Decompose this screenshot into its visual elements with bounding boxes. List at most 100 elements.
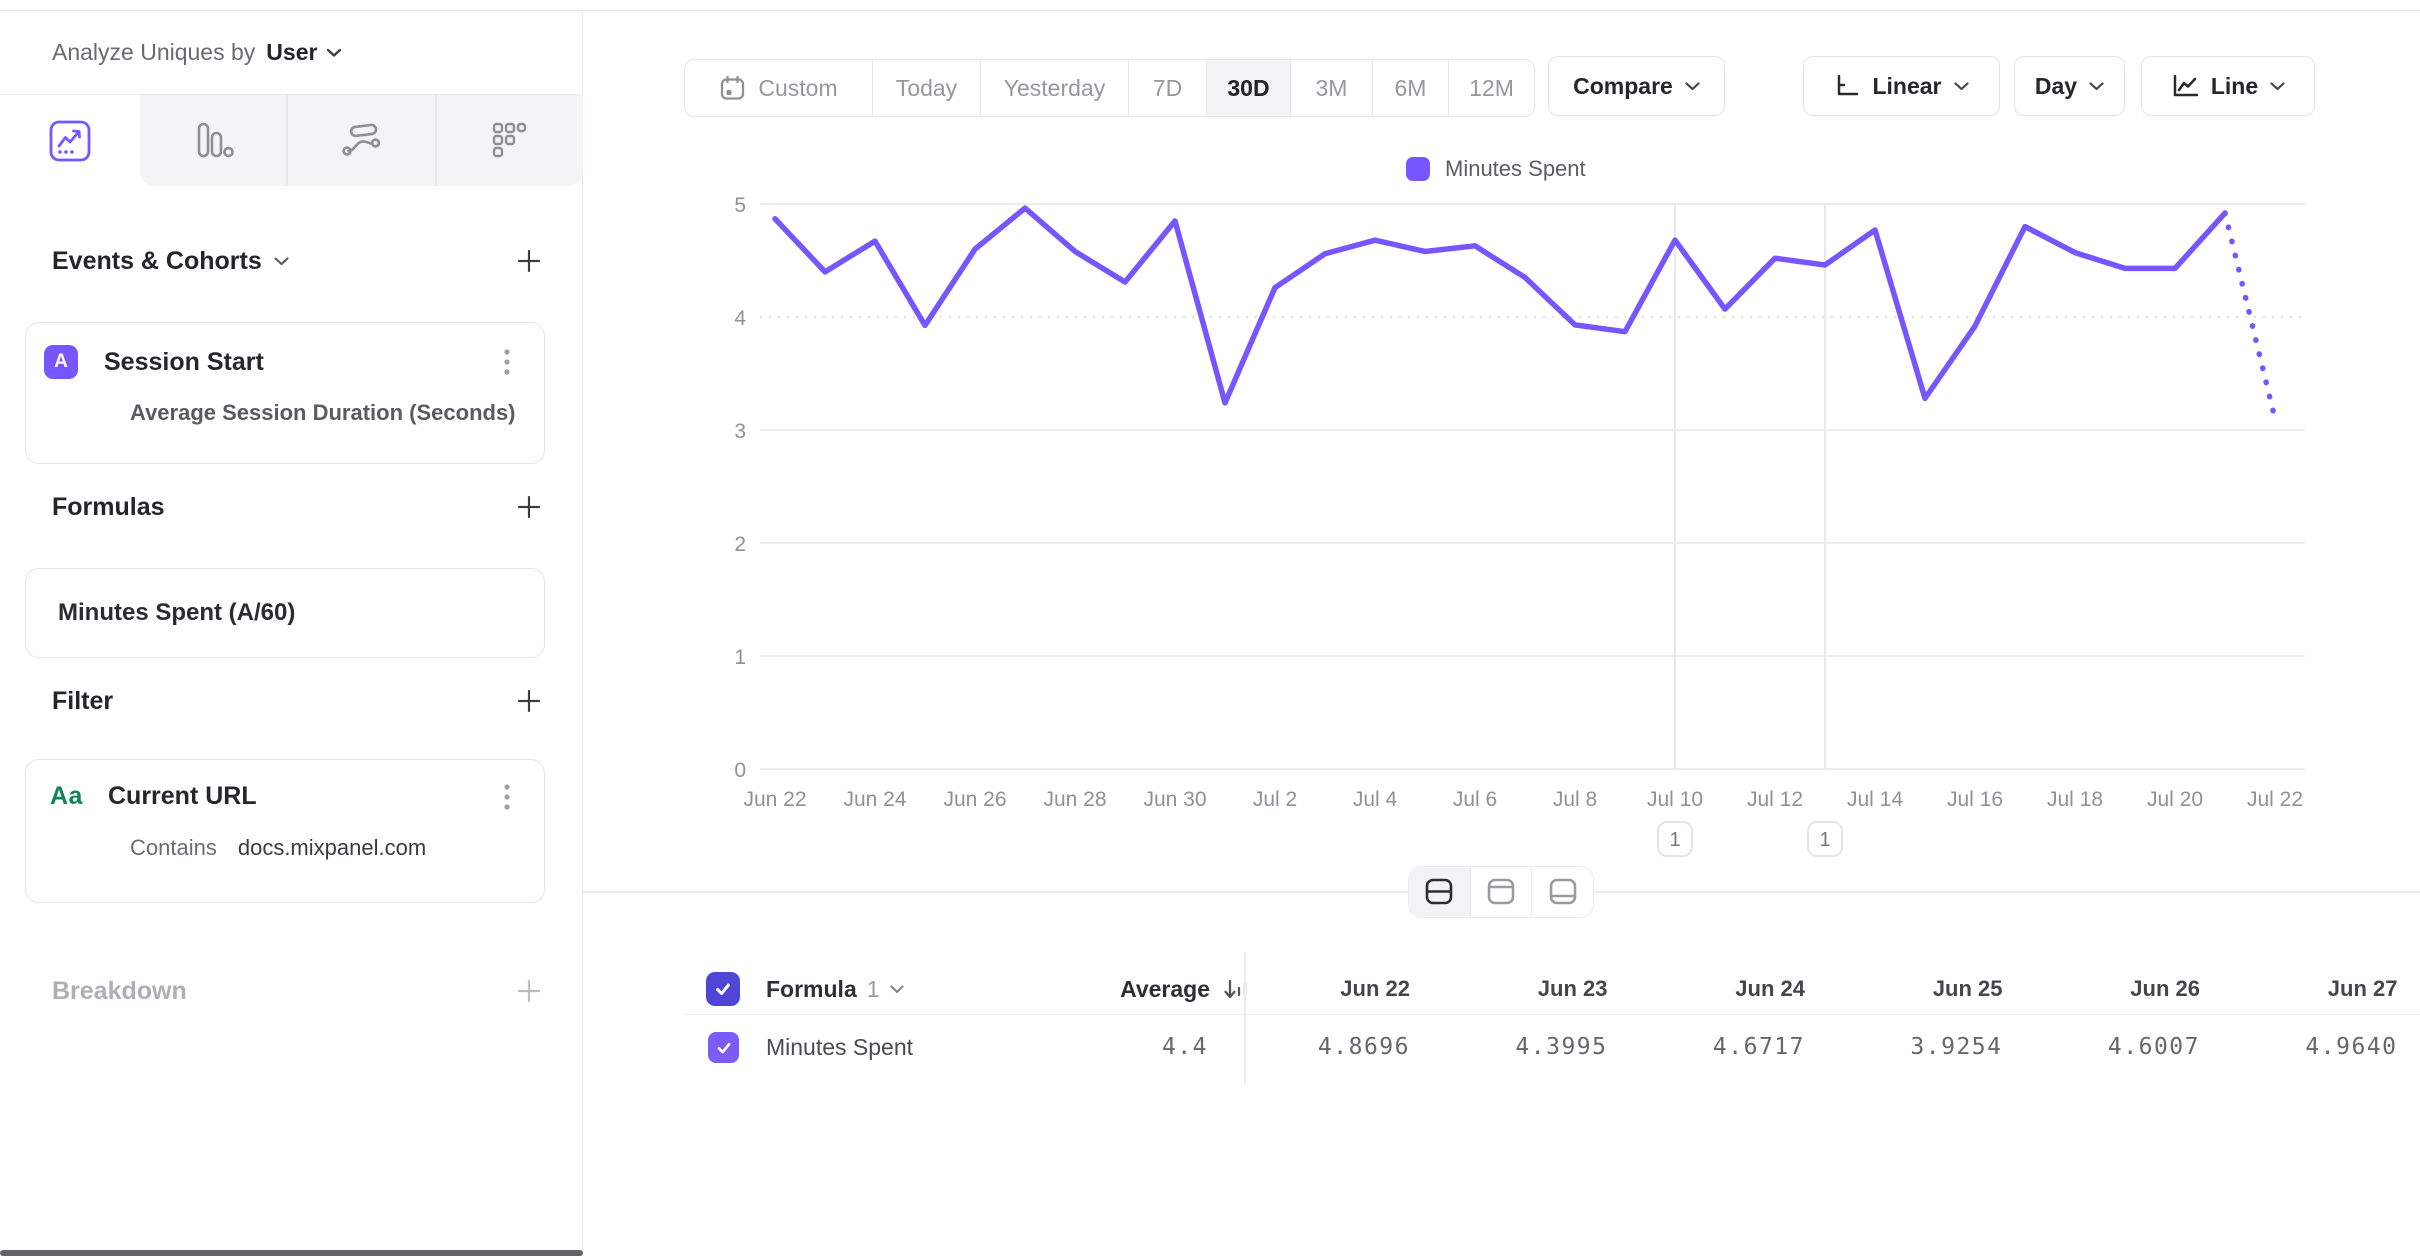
annotation-badge-count: 1 bbox=[1669, 829, 1680, 851]
date-range-30d[interactable]: 30D bbox=[1207, 60, 1291, 116]
y-tick-label: 1 bbox=[734, 646, 746, 669]
query-builder-sidebar: Analyze Uniques by User bbox=[0, 11, 583, 1256]
filter-value[interactable]: docs.mixpanel.com bbox=[237, 835, 427, 860]
add-breakdown-button[interactable] bbox=[514, 976, 544, 1006]
date-range-today[interactable]: Today bbox=[873, 60, 981, 116]
date-range-label: 12M bbox=[1469, 74, 1514, 101]
column-header-jun-22: Jun 22 bbox=[1340, 976, 1410, 1001]
analyze-uniques-dropdown[interactable]: User bbox=[266, 39, 342, 66]
events-cohorts-title[interactable]: Events & Cohorts bbox=[52, 247, 289, 276]
interval-button[interactable]: Day bbox=[2014, 56, 2125, 116]
column-header-jun-24: Jun 24 bbox=[1735, 976, 1805, 1001]
interval-label: Day bbox=[2034, 72, 2078, 99]
formula-group-label: Formula bbox=[766, 975, 857, 1002]
date-range-label: 3M bbox=[1315, 74, 1348, 101]
date-range-3m[interactable]: 3M bbox=[1291, 60, 1373, 116]
legend-item-minutes-spent[interactable]: Minutes Spent bbox=[1406, 156, 1586, 182]
compare-label: Compare bbox=[1573, 72, 1673, 99]
breakdown-title: Breakdown bbox=[52, 976, 187, 1005]
select-all-checkbox[interactable] bbox=[706, 972, 740, 1006]
filter-header: Filter bbox=[52, 683, 544, 719]
add-event-button[interactable] bbox=[514, 246, 544, 276]
column-header-jun-27: Jun 27 bbox=[2327, 976, 2398, 1001]
filter-property-name: Current URL bbox=[108, 782, 257, 810]
formulas-header: Formulas bbox=[52, 489, 544, 525]
tab-bar-chart[interactable] bbox=[140, 95, 289, 186]
cell-value-jun-24: 4.6717 bbox=[1712, 1034, 1805, 1060]
y-tick-label: 0 bbox=[734, 759, 746, 782]
x-tick-label: Jun 24 bbox=[843, 788, 906, 811]
layout-panel-bottom-button[interactable] bbox=[1532, 867, 1593, 917]
formula-group-dropdown[interactable]: Formula 1 bbox=[766, 972, 904, 1006]
layout-split-horizontal-button[interactable] bbox=[1409, 867, 1471, 917]
series-checkbox-minutes-spent[interactable] bbox=[708, 1032, 739, 1063]
kebab-menu-icon bbox=[504, 349, 510, 375]
cell-value-jun-23: 4.3995 bbox=[1515, 1034, 1608, 1060]
event-aggregation[interactable]: Average Session Duration (Seconds) bbox=[130, 400, 516, 425]
chart-type-tab-strip bbox=[0, 95, 583, 186]
annotation-badge[interactable] bbox=[1657, 821, 1693, 857]
tab-flows[interactable] bbox=[288, 95, 437, 186]
chevron-down-icon bbox=[1685, 81, 1700, 90]
chart-type-label: Line bbox=[2210, 72, 2259, 99]
plus-icon bbox=[517, 249, 541, 273]
date-range-12m[interactable]: 12M bbox=[1449, 60, 1534, 116]
date-range-yesterday[interactable]: Yesterday bbox=[981, 60, 1129, 116]
date-range-label: Today bbox=[895, 74, 958, 101]
data-line-minutes-spent[interactable] bbox=[772, 205, 2228, 406]
filter-card-current-url[interactable]: Aa Current URL Contains docs.mixpanel.co… bbox=[25, 759, 545, 903]
event-name: Session Start bbox=[104, 347, 264, 376]
event-letter-badge: A bbox=[44, 345, 78, 379]
compare-button[interactable]: Compare bbox=[1548, 56, 1725, 116]
add-filter-button[interactable] bbox=[514, 686, 544, 716]
chevron-down-icon bbox=[889, 984, 904, 993]
bar-chart-tab-icon bbox=[197, 122, 234, 157]
event-card-session-start[interactable]: A Session Start Average Session Duration… bbox=[25, 322, 545, 464]
date-range-7d[interactable]: 7D bbox=[1129, 60, 1207, 116]
chart-type-button[interactable]: Line bbox=[2141, 56, 2315, 116]
scale-button[interactable]: Linear bbox=[1803, 56, 2000, 116]
x-tick-label: Jun 30 bbox=[1143, 788, 1206, 811]
tab-insights-line[interactable] bbox=[0, 95, 140, 186]
chevron-down-icon bbox=[2089, 81, 2104, 90]
formula-card[interactable]: Minutes Spent (A/60) bbox=[25, 568, 545, 658]
sidebar-scrollbar[interactable] bbox=[0, 1250, 583, 1256]
cell-value-jun-26: 4.6007 bbox=[2107, 1034, 2200, 1060]
date-range-custom[interactable]: Custom bbox=[685, 60, 873, 116]
cell-value-jun-27: 4.9640 bbox=[2305, 1034, 2398, 1060]
string-property-icon: Aa bbox=[50, 782, 83, 810]
formula-group-number: 1 bbox=[866, 975, 880, 1002]
split-horizontal-icon bbox=[1426, 878, 1453, 905]
y-tick-label: 3 bbox=[734, 420, 746, 443]
add-formula-button[interactable] bbox=[514, 492, 544, 522]
x-tick-label: Jul 6 bbox=[1453, 788, 1497, 811]
tab-retention-grid[interactable] bbox=[436, 95, 583, 186]
average-column-header[interactable]: Average bbox=[1120, 976, 1210, 1002]
panel-bottom-icon bbox=[1549, 878, 1576, 905]
cell-value-jun-25: 3.9254 bbox=[1910, 1034, 2003, 1060]
plus-icon bbox=[517, 979, 541, 1003]
breakdown-header: Breakdown bbox=[52, 973, 544, 1009]
date-range-selector: Custom Today Yesterday 7D 30D 3M 6M 12M bbox=[684, 59, 1535, 117]
event-card-row: A Session Start bbox=[26, 323, 544, 379]
analyze-uniques-value: User bbox=[266, 39, 318, 65]
table-row-separator bbox=[684, 1014, 2420, 1015]
linear-axis-icon bbox=[1838, 74, 1859, 96]
y-tick-label: 5 bbox=[734, 194, 746, 217]
kebab-menu-icon bbox=[504, 783, 510, 810]
page-top-border bbox=[0, 10, 2420, 11]
line-chart[interactable]: 0 1 2 3 4 5 Jun 22 Jun 24 Jun 26 Jun 28 Jun 30 Jul … bbox=[700, 180, 2360, 870]
filter-options-menu[interactable] bbox=[496, 783, 518, 811]
x-tick-label: Jun 22 bbox=[743, 788, 806, 811]
plus-icon bbox=[517, 495, 541, 519]
filter-operator[interactable]: Contains bbox=[130, 835, 217, 860]
x-tick-label: Jun 28 bbox=[1043, 788, 1106, 811]
calendar-icon bbox=[721, 75, 745, 100]
date-range-6m[interactable]: 6M bbox=[1373, 60, 1449, 116]
annotation-badge[interactable] bbox=[1807, 821, 1843, 857]
x-tick-label: Jul 4 bbox=[1353, 788, 1398, 811]
layout-panel-top-button[interactable] bbox=[1471, 867, 1533, 917]
event-options-menu[interactable] bbox=[496, 348, 518, 376]
date-range-label: Yesterday bbox=[1003, 74, 1106, 101]
